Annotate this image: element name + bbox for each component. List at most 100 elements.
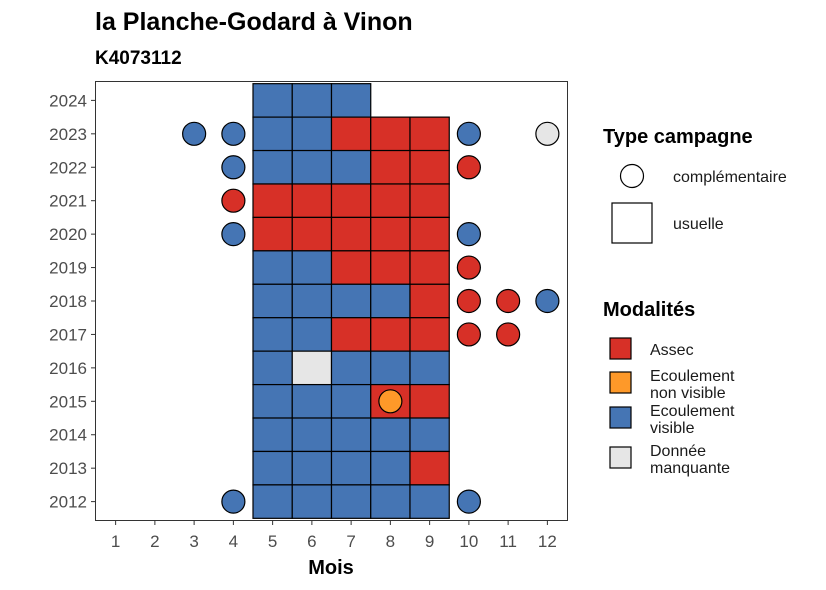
point-2020-4	[221, 222, 246, 247]
cell-2021-6	[291, 183, 333, 219]
cell-2014-6	[291, 417, 333, 453]
x-tick-label-3: 3	[189, 532, 198, 551]
cell-2013-7	[330, 450, 372, 486]
y-tick-label-2019: 2019	[49, 259, 87, 278]
legend-usuelle-key	[611, 202, 653, 244]
cell-2021-9	[409, 183, 450, 219]
cell-2019-5	[252, 250, 293, 285]
point-2018-11	[496, 288, 521, 314]
legend-modalites-title: Modalités	[603, 299, 695, 321]
cell-2016-6	[291, 350, 333, 386]
cell-2017-9	[409, 317, 450, 352]
cell-2014-5	[252, 417, 293, 453]
cell-2020-8	[370, 216, 411, 252]
cell-2018-9	[409, 283, 450, 319]
cell-2015-6	[291, 383, 333, 419]
cell-2013-5	[252, 450, 293, 486]
cell-2013-6	[291, 450, 333, 486]
point-2023-10	[456, 121, 481, 146]
cell-2016-5	[252, 350, 293, 386]
y-tick-label-2016: 2016	[49, 359, 87, 378]
x-axis: 1 2 3 4 5 6 7 8 9 10 11 12	[111, 520, 557, 551]
cell-2018-7	[330, 283, 372, 319]
x-tick-label-8: 8	[386, 532, 395, 551]
legend: Type campagne complémentaire usuelle Modali…	[603, 126, 787, 477]
y-tick-label-2015: 2015	[49, 392, 87, 411]
point-2015-8	[378, 389, 403, 414]
cell-2014-7	[330, 417, 372, 453]
x-axis-title: Mois	[308, 557, 354, 579]
cell-2023-6	[291, 116, 333, 152]
cell-2017-8	[370, 317, 411, 352]
cell-2023-8	[370, 116, 411, 152]
cell-2018-8	[370, 283, 411, 319]
cell-2019-6	[291, 250, 333, 285]
cell-2020-6	[291, 216, 333, 252]
cell-2012-6	[291, 484, 333, 519]
usuelle-cells	[252, 83, 450, 519]
cell-2016-8	[370, 350, 411, 386]
y-tick-label-2018: 2018	[49, 292, 87, 311]
point-2019-10	[456, 255, 481, 280]
cell-2022-8	[370, 149, 411, 185]
point-2018-10	[456, 288, 481, 314]
y-axis: 2012 2013 2014 2015 2016 2017 2018 2019 2020 2021…	[49, 91, 96, 512]
cell-2021-8	[370, 183, 411, 219]
cell-2012-8	[370, 484, 411, 519]
chart-title: la Planche-Godard à Vinon	[95, 8, 413, 36]
cell-2012-7	[330, 484, 372, 519]
cell-2022-7	[330, 149, 372, 185]
cell-2023-7	[330, 116, 372, 152]
legend-complementaire-label: complémentaire	[673, 169, 787, 186]
legend-key-A	[609, 337, 632, 360]
legend-key-M	[609, 446, 632, 469]
point-2022-10	[456, 155, 481, 180]
cell-2021-5	[252, 183, 293, 219]
cell-2016-9	[409, 350, 450, 386]
cell-2019-8	[370, 250, 411, 285]
legend-label-M: Donnée manquante	[650, 443, 730, 477]
cell-2019-9	[409, 250, 450, 285]
x-tick-label-10: 10	[459, 532, 478, 551]
cell-2018-5	[252, 283, 293, 319]
y-tick-label-2023: 2023	[49, 125, 87, 144]
legend-key-N	[609, 371, 632, 394]
legend-label-A: Assec	[650, 342, 694, 359]
cell-2022-9	[409, 149, 450, 185]
cell-2016-7	[330, 350, 372, 386]
point-2012-10	[456, 489, 481, 514]
y-tick-label-2013: 2013	[49, 459, 87, 478]
cell-2020-9	[409, 216, 450, 252]
y-tick-label-2024: 2024	[49, 91, 87, 110]
y-tick-label-2017: 2017	[49, 325, 87, 344]
x-tick-label-6: 6	[307, 532, 316, 551]
legend-usuelle-label: usuelle	[673, 216, 724, 233]
point-2023-3	[182, 121, 207, 146]
cell-2023-9	[409, 116, 450, 152]
x-tick-label-4: 4	[229, 532, 238, 551]
y-tick-label-2021: 2021	[49, 192, 87, 211]
cell-2020-7	[330, 216, 372, 252]
cell-2013-8	[370, 450, 411, 486]
cell-2024-7	[330, 83, 372, 118]
legend-complementaire-key	[619, 163, 645, 189]
x-tick-label-5: 5	[268, 532, 277, 551]
point-2017-10	[456, 322, 481, 347]
cell-2018-6	[291, 283, 333, 319]
cell-2017-7	[330, 317, 372, 352]
legend-label-N: Ecoulement non visible	[650, 368, 735, 402]
x-tick-label-1: 1	[111, 532, 120, 551]
x-tick-label-9: 9	[425, 532, 434, 551]
x-tick-label-2: 2	[150, 532, 159, 551]
cell-2015-9	[409, 383, 450, 419]
y-tick-label-2022: 2022	[49, 158, 87, 177]
y-tick-label-2012: 2012	[49, 493, 87, 512]
x-tick-label-12: 12	[538, 532, 557, 551]
point-2020-10	[456, 222, 481, 247]
complementaire-points	[182, 121, 560, 514]
cell-2019-7	[330, 250, 372, 285]
x-tick-label-11: 11	[499, 532, 517, 551]
cell-2014-9	[409, 417, 450, 453]
cell-2017-5	[252, 317, 293, 352]
legend-type-title: Type campagne	[603, 126, 753, 148]
